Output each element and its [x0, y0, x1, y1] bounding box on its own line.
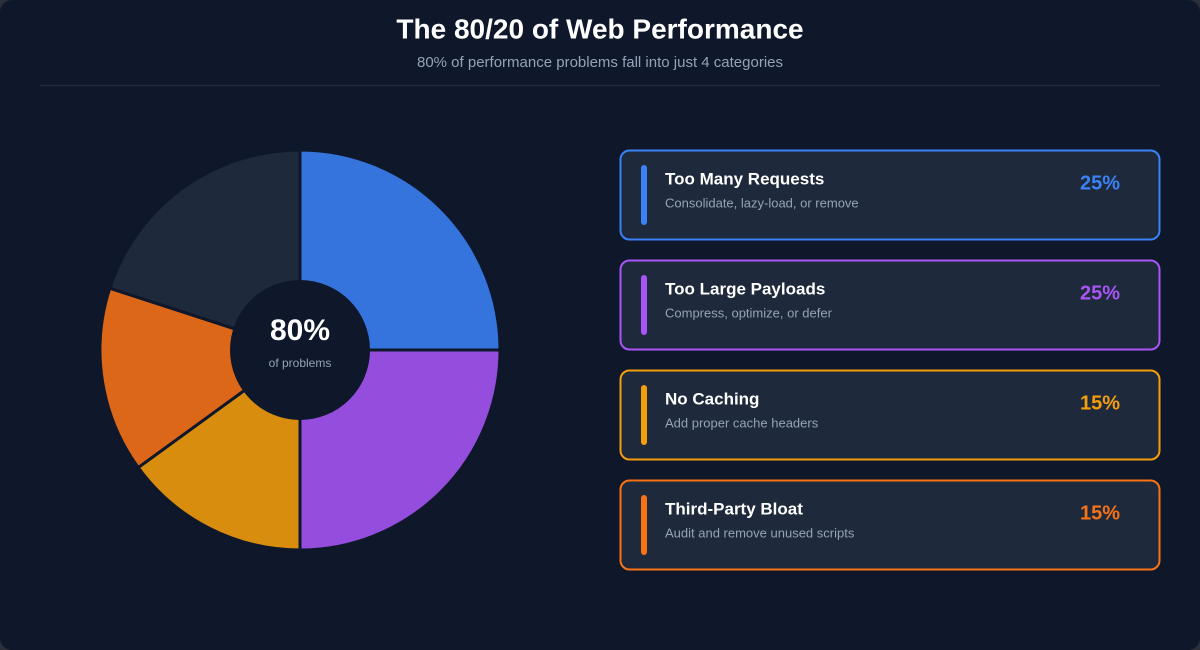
value-label: 25% — [1080, 282, 1120, 304]
center-label: 80% — [270, 314, 330, 347]
donut-hole — [230, 280, 370, 420]
legend-swatch — [641, 385, 647, 445]
legend-description: Add proper cache headers — [665, 415, 819, 430]
legend-title: Third-Party Bloat — [665, 499, 803, 518]
legend-title: Too Many Requests — [665, 169, 824, 188]
chart-subtitle: 80% of performance problems fall into ju… — [417, 54, 783, 71]
value-label: 15% — [1080, 502, 1120, 524]
legend-card — [619, 259, 1161, 351]
value-label: 25% — [1080, 172, 1120, 194]
pie-slice — [298, 348, 502, 552]
chart-title: The 80/20 of Web Performance — [396, 13, 803, 44]
legend-swatch — [641, 165, 647, 225]
legend-swatch — [641, 275, 647, 335]
legend-description: Audit and remove unused scripts — [665, 525, 855, 540]
cards: Too Many Requests Consolidate, lazy-load,… — [619, 149, 1161, 571]
legend-card — [619, 369, 1161, 461]
center-caption: of problems — [269, 356, 332, 370]
pie: 80% of problems — [98, 148, 502, 552]
legend-card — [619, 479, 1161, 571]
legend-title: No Caching — [665, 389, 759, 408]
value-label: 15% — [1080, 392, 1120, 414]
pie-slice — [298, 148, 502, 352]
legend-description: Compress, optimize, or defer — [665, 305, 833, 320]
pie-slice — [98, 286, 302, 470]
legend-title: Too Large Payloads — [665, 279, 825, 298]
legend-card — [619, 149, 1161, 241]
legend-swatch — [641, 495, 647, 555]
legend-description: Consolidate, lazy-load, or remove — [665, 195, 859, 210]
